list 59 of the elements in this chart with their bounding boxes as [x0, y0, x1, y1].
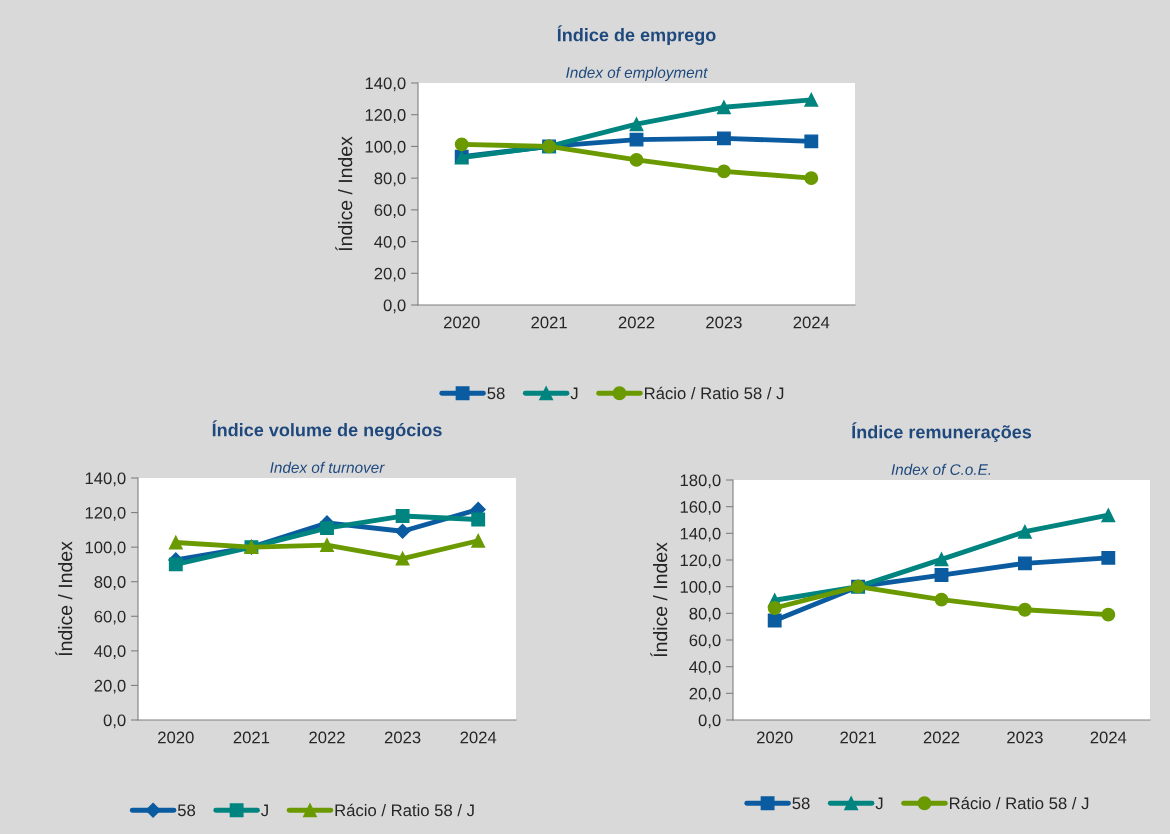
y-tick-label: 0,0 — [103, 714, 126, 729]
y-tick-label: 40,0 — [94, 645, 126, 660]
y-tick-label: 180,0 — [680, 474, 721, 489]
x-tick-label: 2021 — [233, 731, 270, 744]
y-tick-label: 40,0 — [374, 235, 406, 250]
x-tick-label: 2023 — [384, 731, 421, 744]
y-tick-label: 140,0 — [680, 527, 721, 542]
legend-label: J — [570, 387, 578, 400]
legend-label: 58 — [177, 804, 196, 817]
y-tick-label: 20,0 — [374, 267, 406, 282]
x-tick-label: 2020 — [444, 316, 480, 329]
legend-label: 58 — [792, 797, 810, 810]
legend-label: J — [875, 797, 883, 810]
x-tick-label: 2024 — [460, 731, 497, 744]
y-tick-label: 80,0 — [374, 172, 406, 187]
y-tick-label: 0,0 — [698, 714, 721, 729]
x-tick-label: 2024 — [793, 316, 830, 329]
y-tick-label: 40,0 — [689, 661, 721, 675]
y-tick-label: 80,0 — [94, 576, 126, 590]
y-tick-label: 60,0 — [94, 610, 126, 625]
y-tick-label: 20,0 — [689, 687, 721, 702]
chart-subtitle: Index of turnover — [270, 461, 385, 473]
y-axis-title: Índice / Index — [650, 542, 668, 657]
chart-title: Índice de emprego — [557, 25, 716, 45]
legend-label: 58 — [487, 387, 505, 400]
x-tick-label: 2021 — [840, 731, 876, 744]
x-tick-label: 2024 — [1090, 731, 1127, 744]
legend-label: Rácio / Ratio 58 / J — [950, 796, 1089, 810]
y-tick-label: 160,0 — [680, 501, 721, 515]
y-tick-label: 120,0 — [85, 506, 126, 521]
y-axis-title: Índice / Index — [55, 541, 73, 656]
chart-subtitle: Index of employment — [566, 66, 708, 81]
x-tick-label: 2020 — [158, 731, 194, 744]
y-axis-title: Índice / Index — [335, 136, 353, 251]
y-tick-label: 120,0 — [680, 554, 721, 569]
y-tick-label: 100,0 — [680, 581, 721, 595]
chart-title: Índice volume de negócios — [212, 420, 442, 440]
y-tick-label: 0,0 — [383, 299, 406, 314]
legend-label: Rácio / Ratio 58 / J — [645, 386, 784, 400]
y-tick-label: 120,0 — [365, 109, 406, 123]
x-tick-label: 2020 — [757, 731, 793, 744]
x-tick-label: 2023 — [1007, 731, 1043, 744]
y-tick-label: 80,0 — [689, 607, 721, 622]
x-tick-label: 2022 — [309, 731, 345, 744]
legend-label: Rácio / Ratio 58 / J — [335, 803, 474, 817]
y-tick-label: 100,0 — [85, 541, 126, 556]
x-tick-label: 2023 — [706, 316, 742, 329]
y-tick-label: 60,0 — [374, 204, 406, 219]
chart-title: Índice remunerações — [852, 422, 1032, 442]
chart-subtitle: Index of C.o.E. — [891, 463, 991, 475]
x-tick-label: 2022 — [618, 316, 655, 329]
y-tick-label: 140,0 — [85, 472, 126, 487]
legend-label: J — [261, 804, 268, 817]
y-tick-label: 60,0 — [689, 634, 721, 649]
y-tick-label: 100,0 — [365, 140, 406, 155]
x-tick-label: 2022 — [923, 731, 960, 744]
x-tick-label: 2021 — [531, 316, 567, 329]
y-tick-label: 20,0 — [94, 679, 126, 694]
y-tick-label: 140,0 — [365, 77, 406, 92]
